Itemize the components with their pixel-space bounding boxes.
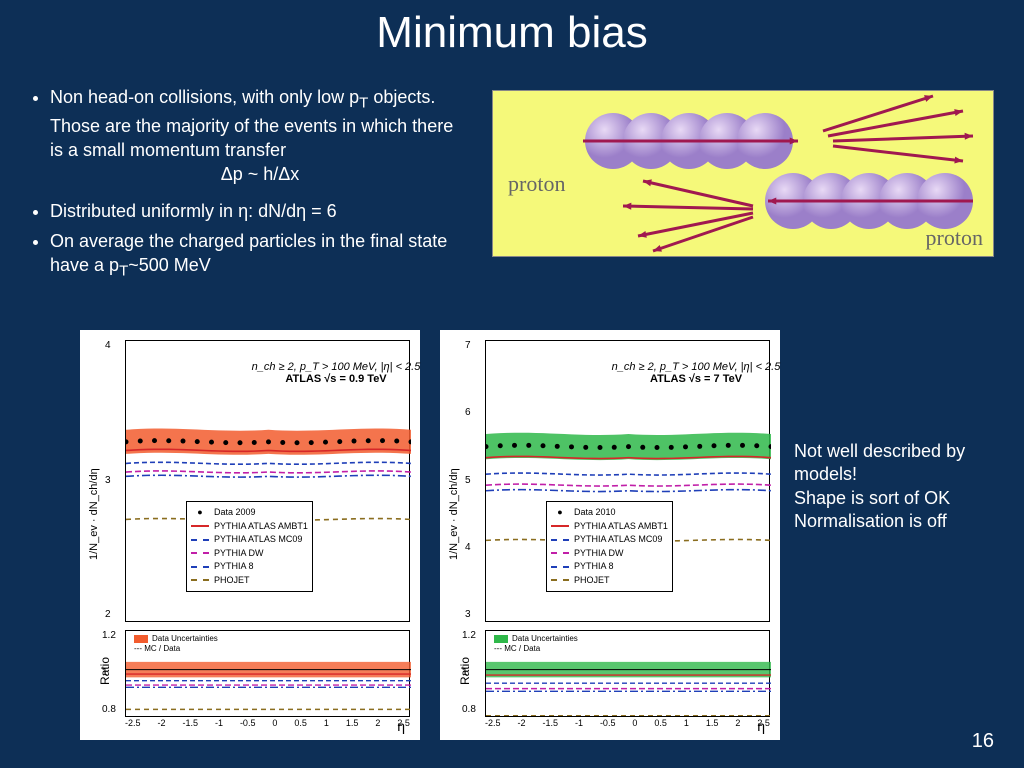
chart-7tev: n_ch ≥ 2, p_T > 100 MeV, |η| < 2.5ATLAS …	[440, 330, 780, 740]
bullet-list: Non head-on collisions, with only low pT…	[30, 85, 470, 294]
diagram-label-proton-left: proton	[508, 171, 565, 197]
diagram-label-proton-right: proton	[926, 225, 983, 251]
collision-diagram: proton proton	[492, 90, 994, 257]
side-note: Not well described by models!Shape is so…	[794, 440, 1004, 534]
chart-0p9tev: n_ch ≥ 2, p_T > 100 MeV, |η| < 2.5ATLAS …	[80, 330, 420, 740]
slide-title: Minimum bias	[0, 0, 1024, 58]
page-number: 16	[972, 730, 994, 753]
